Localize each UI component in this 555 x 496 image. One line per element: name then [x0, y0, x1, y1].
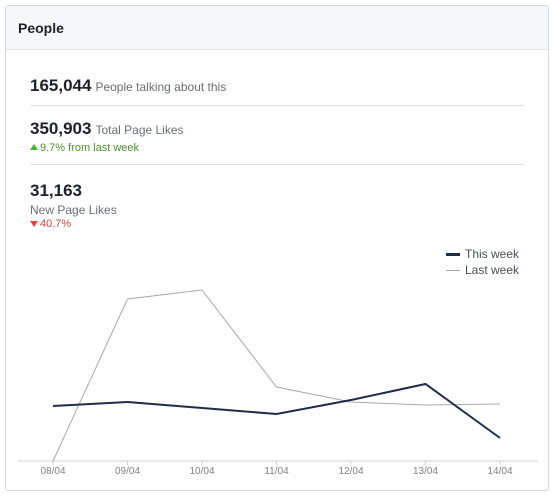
x-tick-label: 14/04 [487, 466, 512, 477]
divider [30, 164, 524, 165]
x-tick-label: 08/04 [40, 466, 65, 477]
divider [30, 105, 524, 106]
arrow-up-icon [30, 144, 38, 150]
talking-value: 165,044 [30, 76, 92, 95]
new-likes-change: 40.7% [30, 218, 524, 230]
series-line-last-week [52, 289, 501, 462]
total-likes-change-text: 9.7% from last week [40, 142, 140, 154]
talking-stat: 165,044 People talking about this [30, 76, 524, 96]
legend-swatch-last-week [446, 269, 460, 271]
legend-item-last-week: Last week [446, 262, 519, 278]
x-tick-label: 11/04 [264, 466, 289, 477]
x-axis-ticks: 08/04 09/04 10/04 11/04 12/04 13/04 14/04 [40, 461, 513, 477]
legend-label-last-week: Last week [465, 263, 520, 277]
new-likes-stat: 31,163 New Page Likes 40.7% [30, 181, 524, 230]
new-likes-change-text: 40.7% [40, 218, 72, 230]
new-likes-value: 31,163 [30, 181, 82, 200]
talking-label: People talking about this [95, 80, 227, 94]
card-title: People [18, 19, 64, 36]
x-tick-label: 09/04 [115, 466, 140, 477]
total-likes-stat: 350,903 Total Page Likes 9.7% from last w… [30, 119, 524, 154]
people-card: People 165,044 People talking about this … [5, 5, 549, 491]
likes-line-chart: 08/04 09/04 10/04 11/04 12/04 13/04 14/04 [18, 289, 538, 477]
x-tick-label: 12/04 [338, 466, 363, 477]
card-header: People [6, 6, 548, 50]
x-tick-label: 10/04 [189, 466, 214, 477]
legend-label-this-week: This week [465, 247, 520, 261]
x-tick-label: 13/04 [413, 466, 438, 477]
total-likes-change: 9.7% from last week [30, 142, 524, 154]
legend-swatch-this-week [446, 252, 460, 256]
legend-item-this-week: This week [446, 246, 519, 262]
total-likes-label: Total Page Likes [95, 123, 184, 137]
arrow-down-icon [30, 221, 38, 227]
total-likes-value: 350,903 [30, 119, 92, 138]
series-line-this-week [52, 382, 501, 439]
chart-legend: This week Last week [446, 246, 519, 278]
new-likes-label: New Page Likes [30, 203, 117, 217]
